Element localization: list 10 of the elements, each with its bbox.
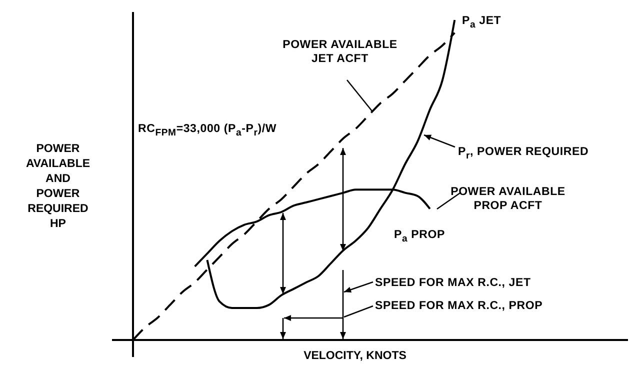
annotation: SPEED FOR MAX R.C., PROP [375,299,543,313]
annotation: POWER AVAILABLE JET ACFT [282,38,398,66]
text: P$_{r}$, POWER REQUIRED [458,145,589,164]
text: P$_{a}$ PROP [394,228,445,246]
x-axis-title: VELOCITY, KNOTS [302,350,408,362]
annotation: RC$_{FPM}$=33,000 (P$_{a}$-P$_{r}$)/W [138,122,276,140]
annotation: SPEED FOR MAX R.C., JET [375,276,531,290]
y-axis-title: POWER AVAILABLE AND POWER REQUIRED HP [24,142,92,232]
series-label: P$_{a}$ JET [462,14,502,32]
annotation: POWER AVAILABLE PROP ACFT [450,185,566,213]
